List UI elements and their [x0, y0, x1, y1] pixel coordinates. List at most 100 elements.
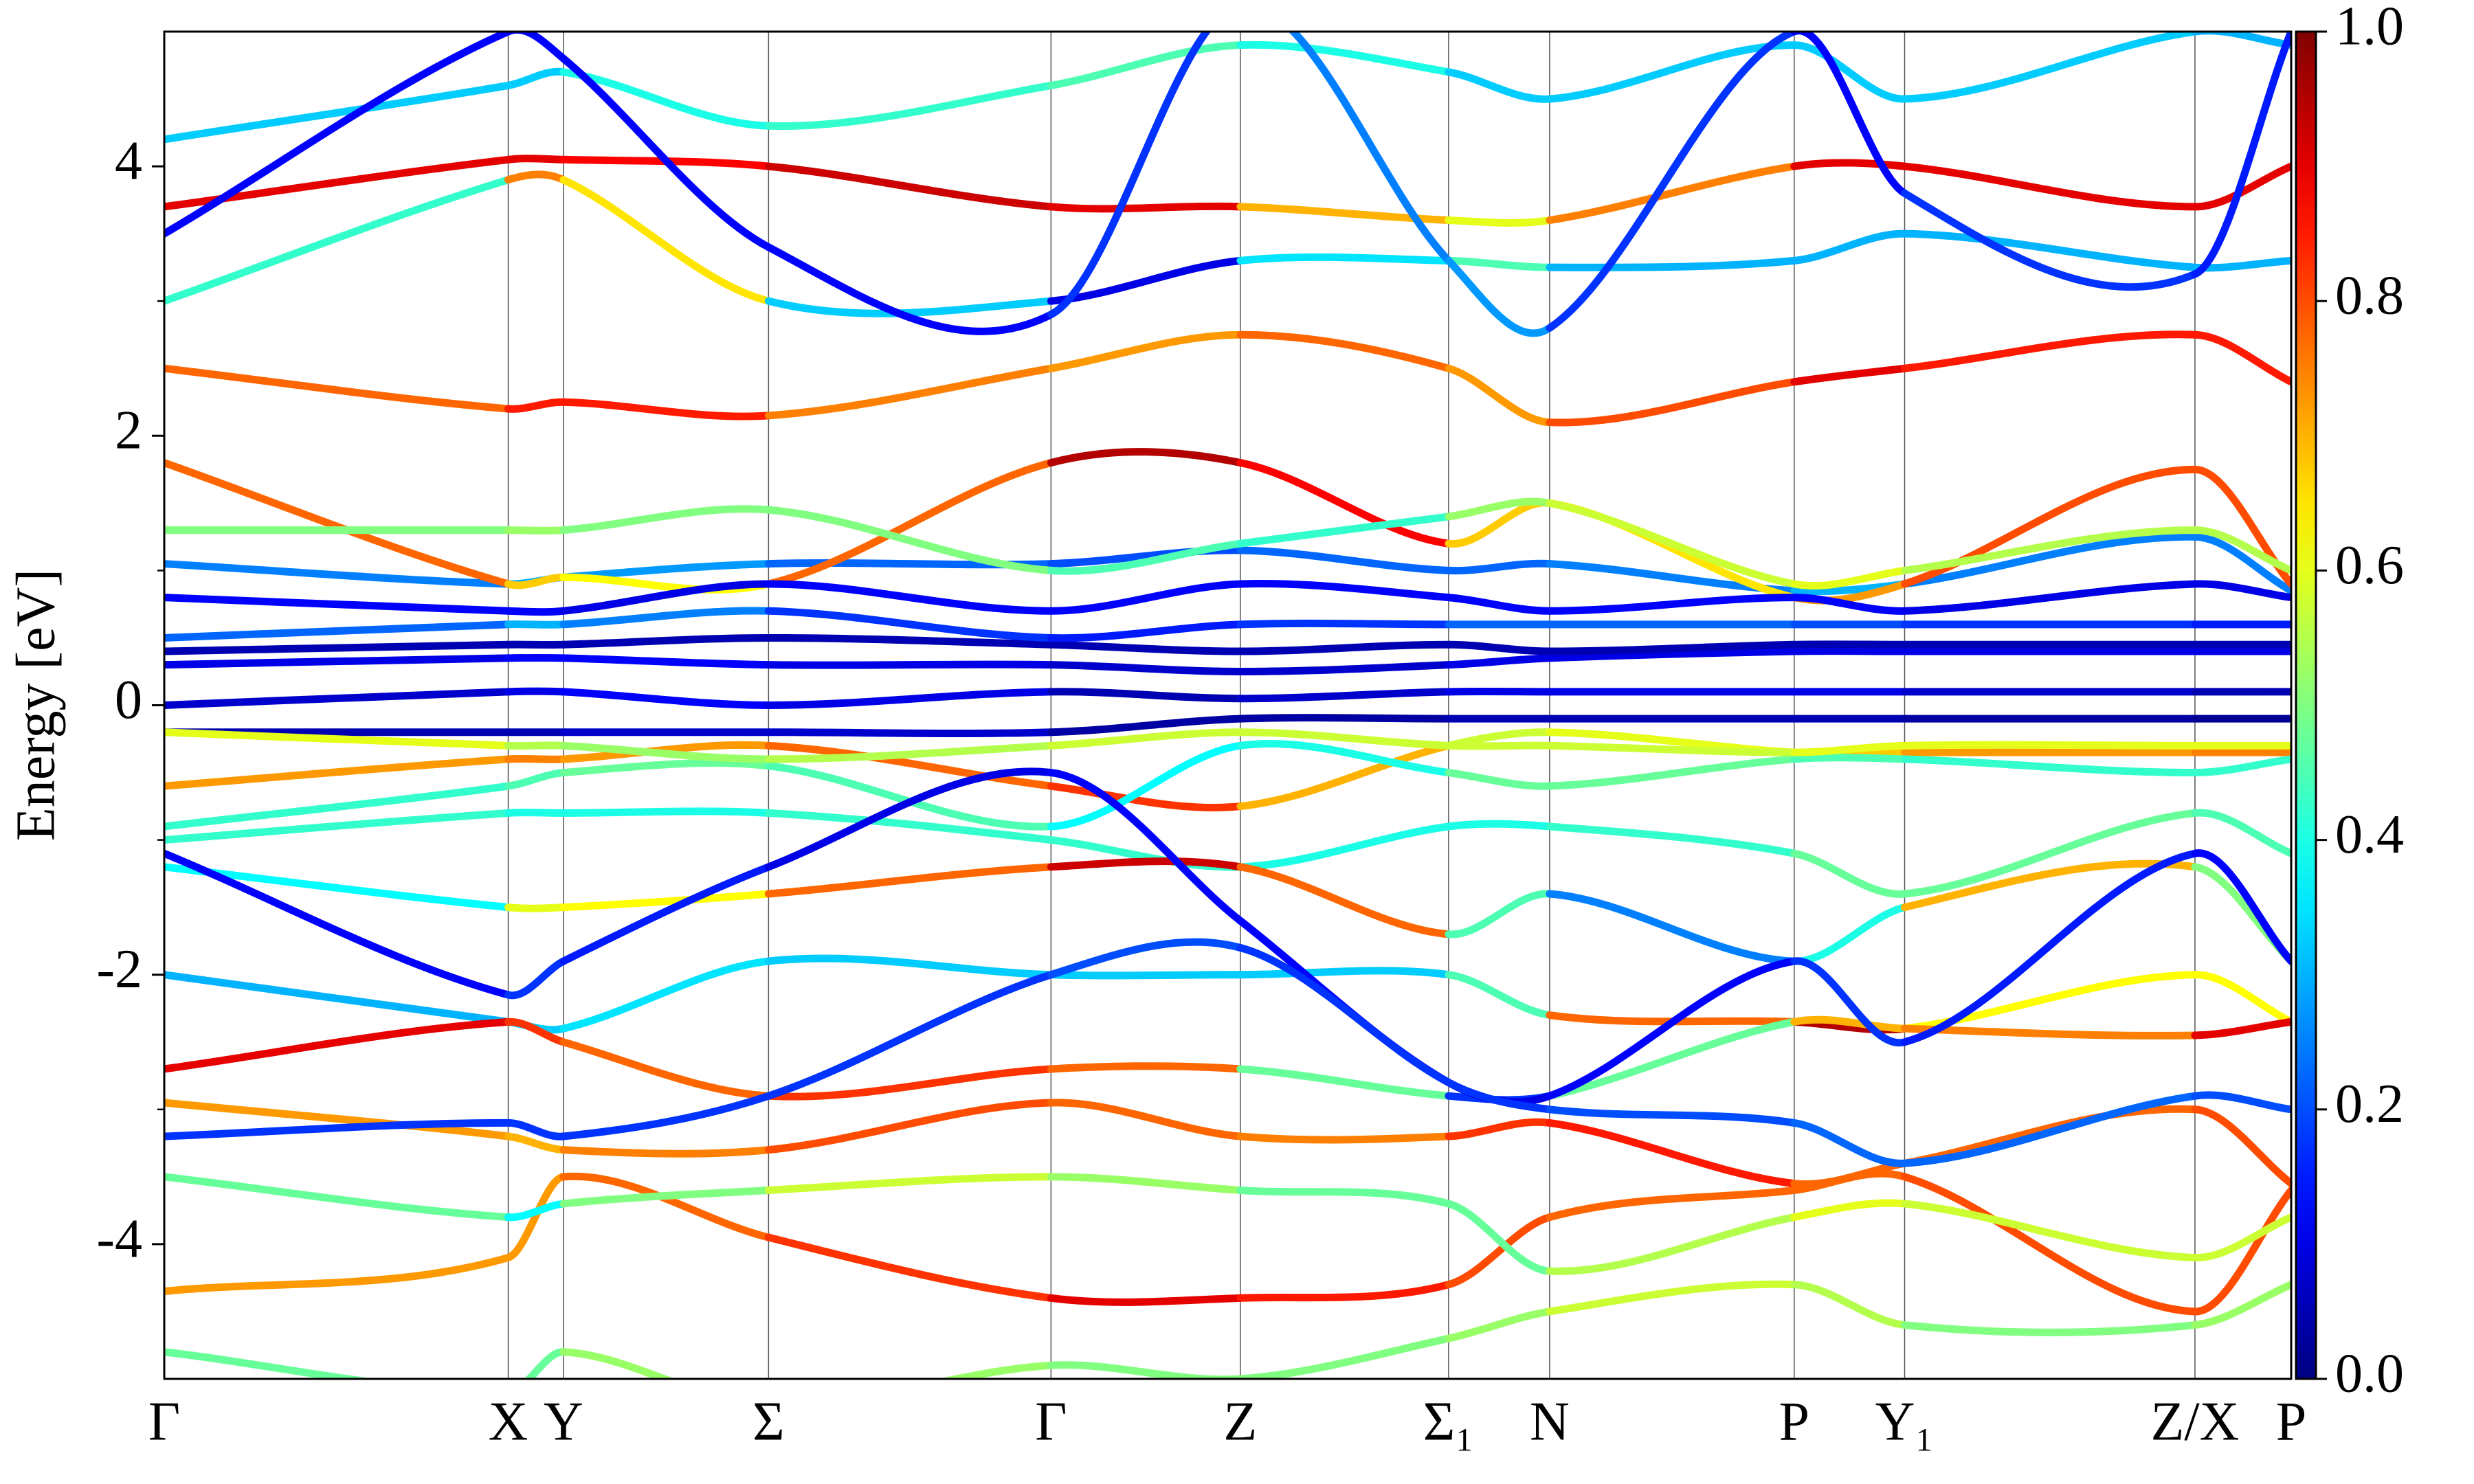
band-segment [764, 809, 1055, 844]
band-segment [504, 32, 568, 63]
band-segment [1546, 1186, 1798, 1222]
band-segment [559, 1146, 772, 1158]
band-segment [1546, 957, 1798, 1100]
band-segment [1900, 1321, 2199, 1336]
band-segment [764, 81, 1055, 131]
bands [164, 32, 2291, 1379]
band-segment [164, 1254, 513, 1296]
band-segment [1790, 32, 1908, 197]
colorbar-tick-label: 0.4 [2335, 805, 2404, 865]
band-segment [1445, 256, 1554, 337]
band-segment [1900, 330, 2199, 372]
band-segment [504, 957, 568, 1000]
band-segment [164, 560, 513, 588]
band-segment [559, 1038, 772, 1100]
band-segment [559, 398, 772, 420]
band-segment [1445, 594, 1554, 615]
band-segment [164, 1173, 513, 1222]
band-segment [1445, 741, 1554, 750]
band-segment [1546, 1118, 1798, 1188]
band-segment [1236, 740, 1453, 777]
band-segment [504, 769, 568, 790]
band-segment [559, 957, 772, 1033]
y-tick-label: -2 [96, 939, 142, 1000]
band-segment [764, 688, 1055, 709]
band-segment [164, 155, 513, 211]
y-tick-label: -4 [96, 1208, 142, 1269]
band-segment [1236, 1186, 1453, 1208]
band-segment [1445, 640, 1554, 655]
band-segment [1047, 1062, 1245, 1073]
band-segment [1288, 32, 1453, 265]
band-segment [504, 1173, 568, 1262]
band-segment [1900, 755, 2199, 777]
band-segment [1790, 957, 1908, 1047]
band-segment [559, 741, 772, 763]
band-segment [2191, 1105, 2291, 1188]
band-segment [1546, 822, 1798, 857]
band-segment [1900, 1173, 2199, 1316]
band-segment [164, 364, 513, 413]
band-segment [764, 741, 1055, 763]
band-segment [164, 1348, 377, 1379]
band-segment [1236, 1334, 1453, 1379]
band-segment [1236, 330, 1453, 372]
x-tick-label: P [1779, 1391, 1810, 1452]
band-segment [1790, 41, 1908, 103]
colorbar-tick-label: 0.0 [2335, 1343, 2404, 1404]
band-segment [1445, 497, 1554, 521]
band-segment [164, 176, 513, 305]
band-segment [2191, 1186, 2291, 1316]
band-segment [1900, 189, 2199, 291]
band-segment [1236, 967, 1453, 979]
band-segment [1546, 162, 1798, 225]
band-segment [1047, 448, 1245, 467]
y-tick-label: 4 [115, 131, 142, 191]
band-segment [164, 1099, 513, 1140]
y-axis-label: Energy [eV] [5, 569, 66, 841]
band-segment [1236, 943, 1453, 1087]
colorbar-tick-label: 1.0 [2335, 0, 2404, 56]
band-segment [559, 759, 772, 777]
band-segment [1445, 1213, 1554, 1289]
band-segment [764, 971, 1055, 1100]
band-segment [1236, 513, 1453, 548]
band-segment [504, 67, 568, 89]
band-segment [1236, 619, 1453, 629]
band-segment [1445, 890, 1554, 938]
band-segment [164, 32, 513, 238]
band-segment [1445, 820, 1554, 831]
band-segment [1236, 714, 1453, 723]
band-segment [1790, 1169, 1908, 1194]
band-segment [559, 1348, 676, 1379]
band-segment [1047, 620, 1245, 642]
band-segment [1546, 1105, 1798, 1127]
band-segment [2191, 330, 2291, 386]
colorbar-tick-label: 0.8 [2335, 266, 2404, 326]
band-segment [1047, 539, 1245, 575]
band-segment [2191, 580, 2291, 602]
band-segment [1546, 741, 1798, 756]
band-segment [1047, 330, 1245, 372]
band-segment [1445, 769, 1554, 790]
band-segment [559, 176, 772, 305]
band-segment [1445, 216, 1554, 227]
band-segment [1790, 849, 1908, 898]
band-segment [1790, 1199, 1908, 1222]
y-tick-label: 0 [115, 670, 142, 730]
band-segment [1445, 559, 1554, 575]
band-segment [2191, 1281, 2291, 1329]
band-segment [1546, 1213, 1798, 1275]
band-segment [1047, 741, 1245, 831]
band-segment [2191, 32, 2291, 49]
band-segment [2191, 1018, 2291, 1039]
band-segment [164, 782, 513, 831]
band-segment [164, 1118, 513, 1140]
band-segment [2191, 849, 2291, 965]
band-segment [764, 863, 1055, 898]
band-segment [764, 1065, 1055, 1101]
band-segment [559, 633, 772, 649]
band-segment [1047, 1294, 1245, 1306]
band-segment [504, 687, 568, 696]
x-tick-label: P [2276, 1391, 2307, 1452]
